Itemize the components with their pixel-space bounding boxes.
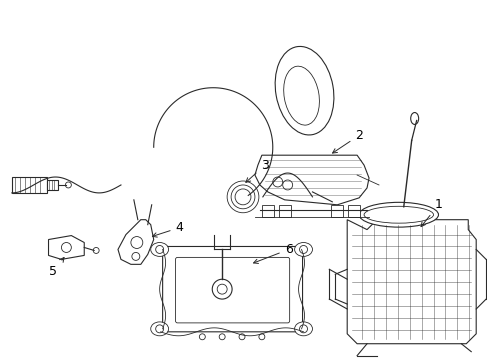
Ellipse shape	[294, 243, 312, 256]
Circle shape	[212, 279, 232, 299]
Polygon shape	[48, 235, 84, 260]
Bar	[46, 180, 59, 190]
Circle shape	[132, 252, 140, 260]
Circle shape	[155, 246, 163, 253]
FancyBboxPatch shape	[163, 247, 302, 332]
Ellipse shape	[283, 66, 319, 125]
Bar	[12, 177, 46, 193]
Ellipse shape	[410, 113, 418, 125]
Circle shape	[65, 182, 71, 188]
Polygon shape	[254, 155, 368, 205]
Ellipse shape	[150, 243, 168, 256]
Polygon shape	[346, 220, 475, 344]
Ellipse shape	[364, 206, 433, 223]
Text: 6: 6	[253, 243, 292, 264]
Text: 3: 3	[245, 159, 268, 183]
Circle shape	[61, 243, 71, 252]
FancyBboxPatch shape	[175, 257, 289, 323]
Circle shape	[93, 247, 99, 253]
Text: 5: 5	[49, 257, 64, 278]
Circle shape	[131, 237, 142, 248]
Circle shape	[199, 334, 205, 340]
Ellipse shape	[150, 322, 168, 336]
Circle shape	[299, 246, 307, 253]
Circle shape	[219, 334, 224, 340]
Circle shape	[155, 325, 163, 333]
Circle shape	[217, 284, 226, 294]
Circle shape	[272, 177, 282, 187]
Text: 2: 2	[332, 129, 362, 153]
Bar	[278, 205, 290, 217]
Bar	[331, 205, 343, 217]
Circle shape	[258, 334, 264, 340]
Circle shape	[239, 334, 244, 340]
Circle shape	[299, 325, 307, 333]
Polygon shape	[118, 220, 153, 264]
Ellipse shape	[358, 202, 438, 227]
Bar	[262, 205, 273, 217]
Text: 1: 1	[420, 198, 442, 226]
Bar	[347, 205, 359, 217]
Circle shape	[282, 180, 292, 190]
Text: 4: 4	[152, 221, 183, 237]
Ellipse shape	[294, 322, 312, 336]
Ellipse shape	[275, 46, 333, 135]
